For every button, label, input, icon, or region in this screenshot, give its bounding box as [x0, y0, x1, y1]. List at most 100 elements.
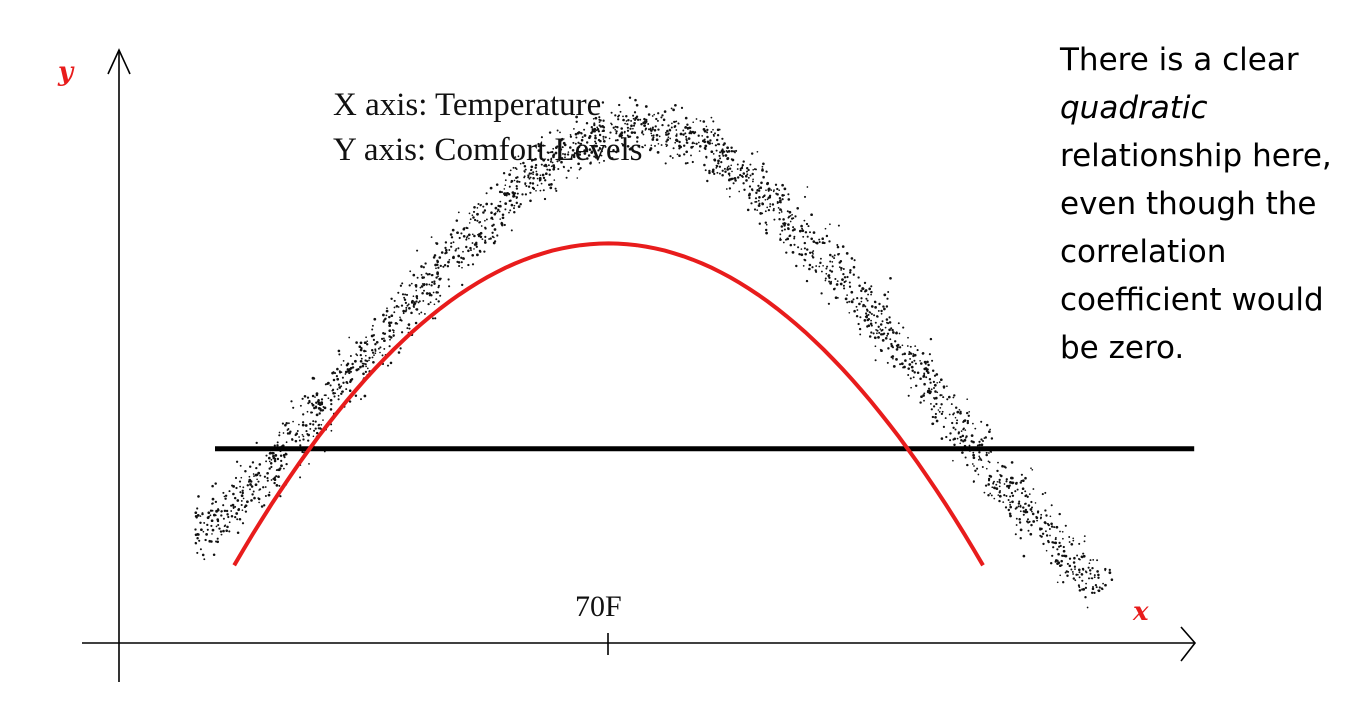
scatter-dot: [699, 120, 702, 122]
scatter-dot: [226, 525, 229, 529]
scatter-dot: [925, 369, 929, 373]
scatter-dot: [410, 282, 413, 285]
scatter-dot: [626, 129, 630, 132]
scatter-dot: [569, 133, 572, 136]
scatter-dot: [462, 234, 466, 238]
scatter-dot: [844, 297, 848, 301]
scatter-dot: [572, 155, 576, 159]
scatter-dot: [865, 315, 868, 319]
scatter-dot: [895, 358, 898, 361]
scatter-dot: [907, 367, 910, 370]
scatter-dot: [201, 553, 205, 557]
scatter-dot: [338, 386, 342, 389]
scatter-dot: [721, 174, 724, 177]
scatter-dot: [927, 363, 930, 367]
scatter-dot: [765, 231, 768, 235]
scatter-dot: [679, 132, 683, 136]
scatter-dot: [531, 158, 534, 162]
scatter-dot: [299, 476, 302, 479]
scatter-dot: [935, 373, 939, 376]
scatter-dot: [220, 514, 223, 517]
scatter-dot: [1041, 532, 1045, 536]
scatter-dot: [811, 266, 814, 269]
scatter-dot: [275, 484, 279, 487]
scatter-dot: [1014, 507, 1017, 510]
scatter-dot: [371, 351, 375, 354]
scatter-dot: [577, 145, 581, 149]
scatter-dot: [1046, 522, 1049, 525]
scatter-dot: [798, 253, 801, 256]
scatter-dot: [327, 381, 330, 385]
scatter-dot: [985, 453, 988, 457]
scatter-dot: [909, 352, 913, 355]
scatter-dot: [374, 348, 377, 351]
scatter-dot: [256, 478, 258, 481]
scatter-dot: [1029, 532, 1033, 536]
scatter-dot: [523, 170, 526, 173]
scatter-dot: [987, 494, 990, 497]
scatter-dot: [636, 151, 639, 154]
scatter-dot: [632, 114, 635, 117]
scatter-dot: [321, 409, 324, 412]
scatter-dot: [461, 266, 463, 269]
scatter-dot: [392, 335, 395, 337]
scatter-dot: [740, 166, 744, 170]
scatter-dot: [885, 305, 889, 308]
scatter-dot: [322, 406, 325, 408]
scatter-dot: [501, 216, 505, 220]
scatter-dot: [535, 170, 538, 173]
scatter-dot: [672, 147, 675, 150]
scatter-dot: [716, 134, 720, 137]
scatter-dot: [267, 456, 271, 460]
scatter-dot: [931, 422, 934, 426]
scatter-dot: [1055, 559, 1057, 562]
scatter-dot: [783, 187, 787, 191]
info-line-x-axis: X axis: Temperature: [333, 87, 601, 123]
scatter-dot: [529, 176, 532, 179]
scatter-dot: [972, 422, 974, 425]
scatter-dot: [368, 356, 371, 360]
scatter-dot: [489, 186, 493, 190]
scatter-dot: [834, 296, 838, 300]
scatter-dot: [537, 145, 540, 148]
scatter-dot: [558, 159, 561, 162]
scatter-dot: [988, 461, 991, 464]
scatter-dot: [788, 210, 792, 214]
scatter-dot: [323, 394, 326, 397]
scatter-dot: [234, 516, 237, 519]
scatter-dot: [610, 123, 613, 126]
scatter-dot: [593, 122, 596, 125]
scatter-dot: [740, 174, 744, 178]
scatter-dot: [923, 392, 926, 395]
scatter-dot: [705, 155, 708, 159]
scatter-dot: [863, 281, 867, 285]
scatter-dot: [424, 262, 427, 265]
scatter-dot: [581, 136, 584, 139]
scatter-dot: [803, 241, 807, 245]
scatter-dot: [528, 177, 531, 180]
scatter-dot: [834, 277, 837, 281]
scatter-dot: [1086, 606, 1089, 609]
scatter-dot: [793, 228, 796, 231]
scatter-dot: [594, 140, 597, 143]
scatter-dot: [767, 188, 771, 191]
scatter-dot: [1019, 510, 1022, 513]
scatter-dot: [1073, 565, 1077, 568]
scatter-dot: [756, 150, 759, 153]
scatter-dot: [207, 515, 210, 518]
scatter-dot: [412, 273, 416, 277]
scatter-dot: [194, 533, 198, 537]
scatter-dot: [934, 412, 937, 416]
scatter-dot: [294, 439, 298, 443]
scatter-dot: [988, 452, 990, 454]
scatter-dot: [1064, 524, 1067, 527]
scatter-dot: [252, 473, 255, 475]
scatter-dot: [919, 377, 922, 381]
scatter-dot: [521, 193, 524, 196]
scatter-dot: [332, 388, 335, 392]
scatter-dot: [361, 364, 365, 368]
scatter-dot: [413, 303, 416, 306]
scatter-dot: [213, 514, 216, 517]
scatter-dot: [877, 325, 880, 328]
scatter-dot: [955, 422, 958, 425]
